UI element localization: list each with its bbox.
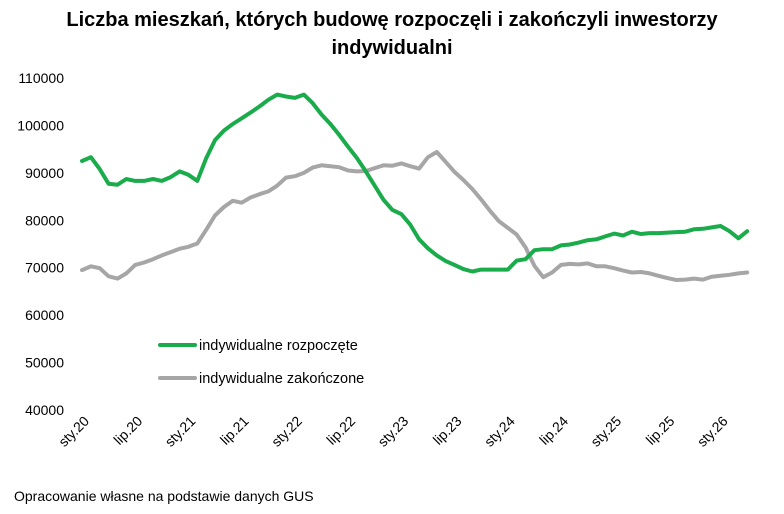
x-tick-label: sty.25 [587, 413, 624, 450]
x-tick-label: sty.26 [694, 413, 731, 450]
x-tick-label: lip.20 [110, 413, 145, 448]
x-axis-ticks: sty.20 lip.20 sty.21 lip.21 sty.22 lip.22 sty.… [55, 413, 731, 450]
x-tick-label: lip.22 [323, 413, 358, 448]
y-axis-ticks: 40000 50000 60000 70000 80000 90000 100000 1100… [17, 70, 64, 418]
y-tick-label: 70000 [25, 260, 64, 276]
x-tick-label: sty.22 [268, 413, 305, 450]
series-line-zakonczone [80, 150, 750, 282]
chart-title-line-1: Liczba mieszkań, których budowę rozpoczę… [66, 9, 718, 31]
legend: indywidualne rozpoczęte indywidualne zako… [158, 338, 364, 387]
y-tick-label: 60000 [25, 307, 64, 323]
x-tick-label: sty.21 [162, 413, 199, 450]
x-tick-label: sty.24 [481, 413, 518, 450]
series-lines [80, 92, 750, 282]
x-tick-label: lip.25 [643, 413, 678, 448]
y-tick-label: 90000 [25, 165, 64, 181]
x-tick-label: lip.23 [430, 413, 465, 448]
series-line-rozpoczete [80, 92, 750, 274]
x-tick-label: sty.23 [374, 413, 411, 450]
x-tick-label: lip.24 [536, 413, 571, 448]
legend-label-zakonczone: indywidualne zakończone [199, 371, 364, 387]
y-tick-label: 110000 [18, 70, 64, 86]
y-tick-label: 50000 [25, 355, 64, 371]
y-tick-label: 40000 [25, 402, 64, 418]
source-note: Opracowanie własne na podstawie danych G… [14, 488, 314, 504]
x-tick-label: lip.21 [217, 413, 252, 448]
x-tick-label: sty.20 [55, 413, 92, 450]
chart-title-line-2: indywidualni [331, 37, 453, 59]
legend-label-rozpoczete: indywidualne rozpoczęte [199, 338, 358, 354]
y-tick-label: 80000 [25, 212, 64, 228]
chart-title: Liczba mieszkań, których budowę rozpoczę… [0, 6, 784, 62]
y-tick-label: 100000 [17, 117, 64, 133]
